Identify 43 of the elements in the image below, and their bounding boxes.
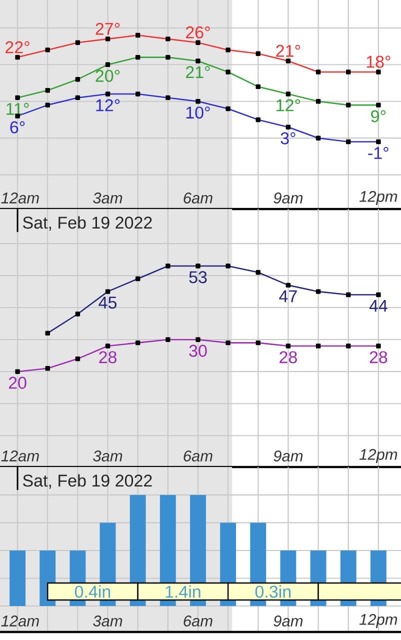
data-label: 28 — [99, 351, 116, 364]
data-label: 12° — [96, 99, 120, 112]
x-tick-label: 12pm — [359, 614, 398, 628]
data-label: 20 — [8, 376, 26, 389]
data-label: 44 — [369, 300, 388, 312]
band-label: 1.4in — [166, 585, 200, 598]
data-label: -1° — [368, 146, 388, 159]
band-label: 0.3in — [255, 585, 290, 598]
ref-line-label: Sat, Feb 19 2022 — [23, 216, 152, 231]
data-label: 28 — [280, 351, 297, 364]
data-label: 28 — [370, 351, 388, 364]
data-label: 21° — [186, 66, 210, 78]
data-label: 26° — [186, 26, 210, 38]
x-tick-label: 6am — [184, 450, 212, 462]
data-label: 30 — [189, 344, 207, 357]
data-label: 9° — [371, 110, 386, 122]
x-tick-label: 3am — [93, 450, 122, 462]
x-tick-label: 12pm — [359, 190, 398, 206]
data-label: 3° — [280, 132, 296, 144]
data-label: 45 — [98, 296, 116, 309]
x-tick-label: 3am — [93, 616, 122, 626]
ref-line-label: Sat, Feb 19 2022 — [23, 474, 152, 489]
x-tick-label: 3am — [93, 192, 122, 204]
data-label: 22° — [6, 41, 30, 54]
x-tick-label: 9am — [274, 616, 303, 626]
x-tick-label: 12am — [1, 192, 39, 204]
data-label: 47 — [279, 290, 297, 302]
x-tick-label: 12am — [1, 616, 39, 626]
band-label: 0.4in — [74, 585, 110, 598]
data-label: 21° — [276, 44, 300, 57]
x-tick-label: 12pm — [359, 448, 398, 464]
x-tick-label: 6am — [184, 616, 212, 626]
data-label: 53 — [189, 271, 207, 284]
data-label: 20° — [96, 70, 120, 82]
x-tick-label: 6am — [184, 192, 212, 204]
x-tick-label: 9am — [274, 450, 303, 462]
data-label: 18° — [366, 56, 390, 68]
data-label: 6° — [10, 121, 25, 134]
data-label: 10° — [186, 106, 210, 119]
x-tick-label: 9am — [274, 192, 303, 204]
data-label: 27° — [96, 22, 120, 35]
data-label: 12° — [276, 99, 300, 112]
x-tick-label: 12am — [1, 450, 39, 462]
